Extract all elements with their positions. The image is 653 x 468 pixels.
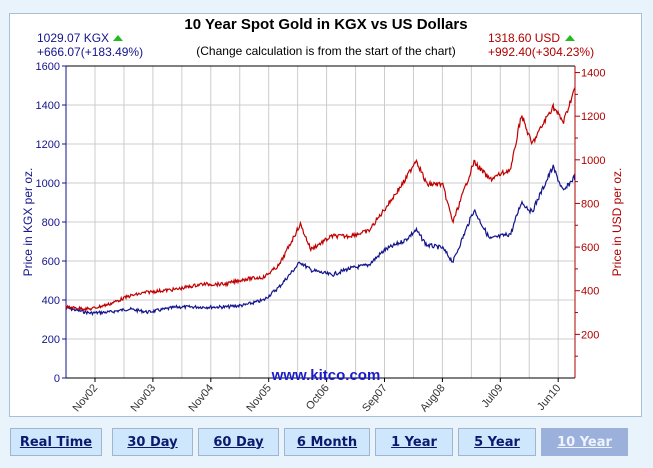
timeframe-button-6-month[interactable]: 6 Month bbox=[284, 428, 370, 456]
x-tick-label: Jul09 bbox=[480, 382, 506, 410]
series-line-usd bbox=[65, 87, 576, 312]
left-tick-label: 600 bbox=[42, 256, 60, 268]
series-line-kgx bbox=[65, 164, 576, 317]
chart-panel bbox=[9, 13, 642, 417]
x-tick-label: Sep07 bbox=[360, 382, 390, 414]
timeframe-button-60-day[interactable]: 60 Day bbox=[198, 428, 279, 456]
x-tick-label: Oct06 bbox=[304, 382, 332, 412]
kitco-watermark[interactable]: www.kitco.com bbox=[271, 367, 381, 384]
right-tick-label: 200 bbox=[581, 329, 599, 341]
timeframe-button-5-year[interactable]: 5 Year bbox=[458, 428, 536, 456]
right-up-arrow-icon bbox=[565, 35, 575, 41]
right-tick-label: 400 bbox=[581, 286, 599, 298]
left-price: 1029.07 KGX bbox=[37, 31, 109, 45]
x-tick-label: Aug08 bbox=[418, 382, 448, 414]
left-tick-label: 1200 bbox=[36, 139, 60, 151]
timeframe-button-30-day[interactable]: 30 Day bbox=[112, 428, 193, 456]
chart-title: 10 Year Spot Gold in KGX vs US Dollars bbox=[184, 16, 467, 33]
left-up-arrow-icon bbox=[113, 35, 123, 41]
left-tick-label: 200 bbox=[42, 334, 60, 346]
timeframe-button-1-year[interactable]: 1 Year bbox=[375, 428, 453, 456]
left-tick-label: 400 bbox=[42, 295, 60, 307]
x-tick-label: Nov02 bbox=[71, 382, 101, 414]
right-change: +992.40(+304.23%) bbox=[488, 45, 594, 59]
right-tick-label: 1400 bbox=[581, 68, 605, 80]
timeframe-button-real-time[interactable]: Real Time bbox=[10, 428, 102, 456]
left-tick-label: 1000 bbox=[36, 178, 60, 190]
x-tick-label: Jun10 bbox=[535, 382, 563, 413]
right-tick-label: 1000 bbox=[581, 155, 605, 167]
right-price: 1318.60 USD bbox=[488, 31, 560, 45]
left-tick-label: 1400 bbox=[36, 100, 60, 112]
left-change: +666.07(+183.49%) bbox=[37, 45, 143, 59]
right-tick-label: 1200 bbox=[581, 111, 605, 123]
left-tick-label: 0 bbox=[54, 373, 60, 385]
timeframe-button-10-year[interactable]: 10 Year bbox=[541, 428, 628, 456]
x-tick-label: Nov05 bbox=[244, 382, 274, 414]
x-tick-label: Nov04 bbox=[186, 382, 216, 414]
right-axis-label: Price in USD per oz. bbox=[610, 168, 624, 277]
right-tick-label: 800 bbox=[581, 198, 599, 210]
gold-chart: 10 Year Spot Gold in KGX vs US Dollars (… bbox=[21, 16, 624, 414]
x-tick-label: Nov03 bbox=[129, 382, 159, 414]
right-tick-label: 600 bbox=[581, 242, 599, 254]
chart-subtitle: (Change calculation is from the start of… bbox=[196, 44, 455, 58]
left-axis-label: Price in KGX per oz. bbox=[21, 168, 35, 277]
left-tick-label: 1600 bbox=[36, 61, 60, 73]
left-tick-label: 800 bbox=[42, 217, 60, 229]
